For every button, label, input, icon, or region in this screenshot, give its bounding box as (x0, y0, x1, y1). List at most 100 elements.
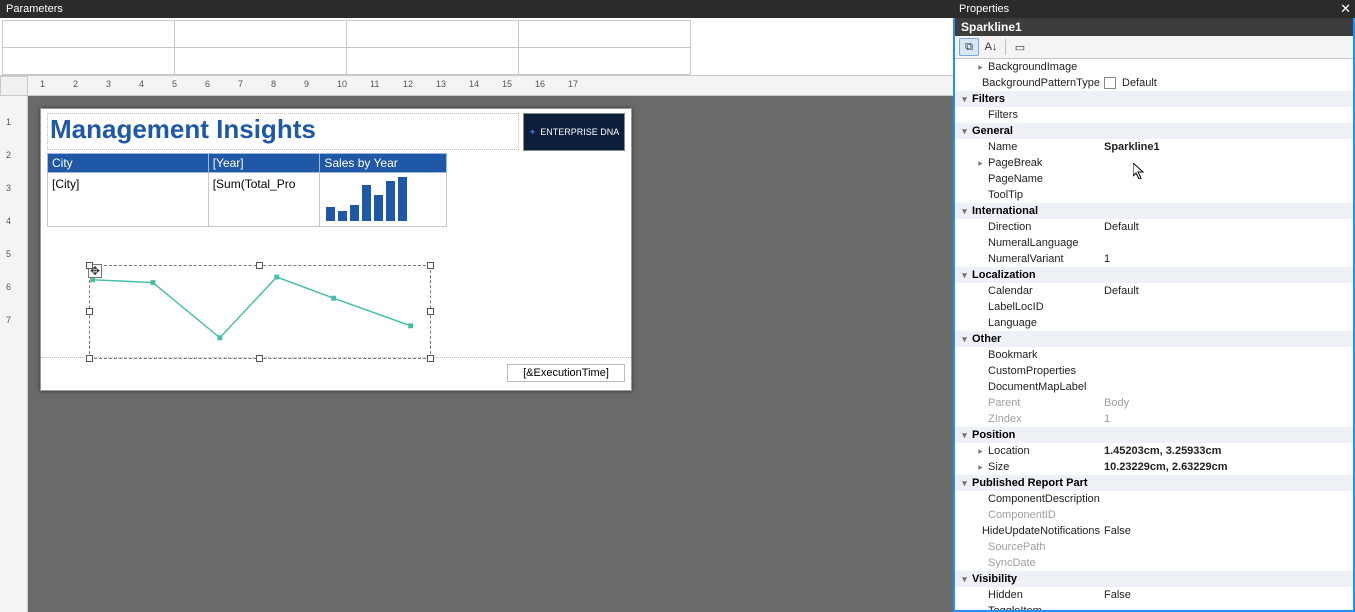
property-name: BackgroundPatternType (982, 77, 1100, 89)
property-category[interactable]: ▾Localization (955, 267, 1353, 283)
tablix-cell[interactable]: [City] (48, 173, 209, 227)
expander-icon[interactable]: ▾ (959, 270, 970, 281)
property-value[interactable]: 10.23229cm, 2.63229cm (1104, 461, 1228, 473)
property-name: Size (988, 461, 1009, 473)
property-value[interactable]: Default (1104, 285, 1139, 297)
property-row[interactable]: ToolTip (955, 187, 1353, 203)
tablix-header[interactable]: [Year] (208, 154, 320, 173)
property-value[interactable]: False (1104, 589, 1131, 601)
property-row[interactable]: DirectionDefault (955, 219, 1353, 235)
ruler-tick: 16 (535, 79, 545, 89)
property-row[interactable]: PageName (955, 171, 1353, 187)
resize-handle[interactable] (427, 262, 434, 269)
execution-time-placeholder[interactable]: [&ExecutionTime] (507, 364, 625, 382)
logo-text: ENTERPRISE DNA (540, 127, 619, 137)
tablix-header[interactable]: Sales by Year (320, 154, 447, 173)
resize-handle[interactable] (86, 308, 93, 315)
resize-handle[interactable] (86, 262, 93, 269)
property-category[interactable]: ▾Other (955, 331, 1353, 347)
property-row[interactable]: SyncDate (955, 555, 1353, 571)
property-row[interactable]: Bookmark (955, 347, 1353, 363)
tablix-cell[interactable]: [Sum(Total_Pro (208, 173, 320, 227)
property-row[interactable]: HiddenFalse (955, 587, 1353, 603)
property-name: NumeralVariant (988, 253, 1064, 265)
property-category[interactable]: ▾General (955, 123, 1353, 139)
property-row[interactable]: HideUpdateNotificationsFalse (955, 523, 1353, 539)
property-name: SyncDate (988, 557, 1036, 569)
property-row[interactable]: BackgroundPatternType Default (955, 75, 1353, 91)
property-row[interactable]: ZIndex 1 (955, 411, 1353, 427)
expander-icon[interactable]: ▾ (959, 430, 970, 441)
property-value[interactable]: False (1104, 525, 1131, 537)
resize-handle[interactable] (256, 355, 263, 362)
property-row[interactable]: ParentBody (955, 395, 1353, 411)
expander-icon[interactable]: ▾ (959, 94, 970, 105)
properties-panel[interactable]: Sparkline1 ⧉ A↓ ▭ ▸BackgroundImageBackgr… (953, 18, 1355, 612)
property-row[interactable]: NumeralVariant 1 (955, 251, 1353, 267)
property-value[interactable]: Sparkline1 (1104, 141, 1160, 153)
report-title[interactable]: Management Insights (50, 114, 510, 145)
expander-icon[interactable]: ▸ (975, 158, 986, 169)
property-row[interactable]: LabelLocID (955, 299, 1353, 315)
alphabetical-button[interactable]: A↓ (981, 38, 1001, 56)
close-icon[interactable]: ✕ (1340, 0, 1351, 18)
property-row[interactable]: DocumentMapLabel (955, 379, 1353, 395)
tablix-header[interactable]: City (48, 154, 209, 173)
expander-icon[interactable]: ▾ (959, 334, 970, 345)
tablix[interactable]: City[Year]Sales by Year [City][Sum(Total… (47, 153, 447, 227)
property-name: NumeralLanguage (988, 237, 1079, 249)
design-canvas[interactable]: Management Insights ✦ ENTERPRISE DNA Cit… (28, 96, 953, 612)
expander-icon[interactable]: ▸ (975, 462, 986, 473)
sparkline-chart[interactable] (90, 266, 430, 358)
property-row[interactable]: ToggleItem (955, 603, 1353, 610)
property-value[interactable]: Body (1104, 397, 1129, 409)
property-category[interactable]: ▾Filters (955, 91, 1353, 107)
property-value[interactable]: Default (1122, 77, 1157, 89)
resize-handle[interactable] (427, 355, 434, 362)
resize-handle[interactable] (86, 355, 93, 362)
categorized-button[interactable]: ⧉ (959, 38, 979, 56)
property-row[interactable]: ▸BackgroundImage (955, 59, 1353, 75)
property-row[interactable]: NameSparkline1 (955, 139, 1353, 155)
expander-icon[interactable]: ▾ (959, 478, 970, 489)
property-category[interactable]: ▾Visibility (955, 571, 1353, 587)
property-row[interactable]: SourcePath (955, 539, 1353, 555)
ruler-tick: 7 (238, 79, 243, 89)
selected-object-name[interactable]: Sparkline1 (955, 18, 1353, 36)
resize-handle[interactable] (256, 262, 263, 269)
property-row[interactable]: ▸Size 10.23229cm, 2.63229cm (955, 459, 1353, 475)
parameters-strip[interactable] (0, 18, 953, 76)
expander-icon[interactable]: ▾ (959, 574, 970, 585)
expander-icon[interactable]: ▾ (959, 206, 970, 217)
property-value[interactable]: 1.45203cm, 3.25933cm (1104, 445, 1221, 457)
property-category[interactable]: ▾Published Report Part (955, 475, 1353, 491)
property-name: Calendar (988, 285, 1033, 297)
property-row[interactable]: ComponentDescription (955, 491, 1353, 507)
property-value[interactable]: Default (1104, 221, 1139, 233)
property-row[interactable]: ▸PageBreak (955, 155, 1353, 171)
property-pages-button[interactable]: ▭ (1010, 38, 1030, 56)
property-row[interactable]: ComponentID (955, 507, 1353, 523)
tablix-cell-sparkbars[interactable] (320, 173, 447, 227)
property-grid[interactable]: ▸BackgroundImageBackgroundPatternTypeDef… (955, 59, 1353, 610)
property-row[interactable]: Calendar Default (955, 283, 1353, 299)
property-value[interactable]: 1 (1104, 413, 1110, 425)
property-row[interactable]: NumeralLanguage (955, 235, 1353, 251)
property-category[interactable]: ▾International (955, 203, 1353, 219)
report-body[interactable]: Management Insights ✦ ENTERPRISE DNA Cit… (40, 108, 632, 391)
property-row[interactable]: Filters (955, 107, 1353, 123)
property-row[interactable]: Language (955, 315, 1353, 331)
logo-image[interactable]: ✦ ENTERPRISE DNA (523, 113, 625, 151)
property-row[interactable]: ▸Location1.45203cm, 3.25933cm (955, 443, 1353, 459)
expander-icon[interactable]: ▾ (959, 126, 970, 137)
ruler-tick: 2 (73, 79, 78, 89)
expander-icon[interactable]: ▸ (975, 62, 986, 73)
expander-icon[interactable]: ▸ (975, 446, 986, 457)
property-value[interactable]: 1 (1104, 253, 1110, 265)
property-row[interactable]: CustomProperties (955, 363, 1353, 379)
sparkline-selection[interactable]: ✥ (89, 265, 431, 359)
property-name: ZIndex (988, 413, 1022, 425)
resize-handle[interactable] (427, 308, 434, 315)
property-category[interactable]: ▾Position (955, 427, 1353, 443)
property-name: BackgroundImage (988, 61, 1077, 73)
